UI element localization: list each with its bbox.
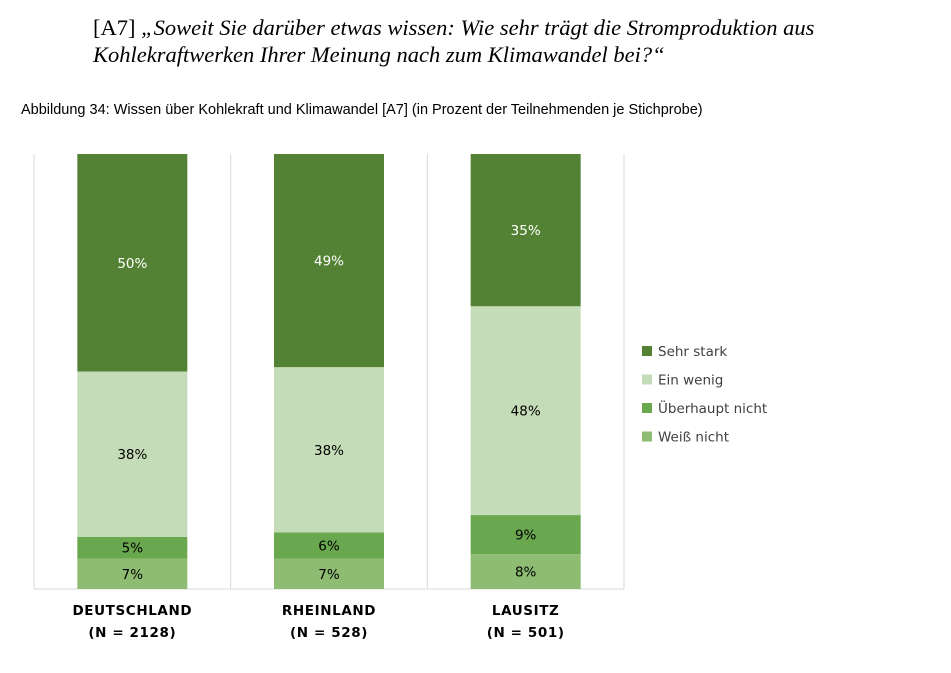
- data-label: 9%: [515, 528, 537, 544]
- question-id: [A7]: [93, 15, 136, 40]
- legend-label: Sehr stark: [658, 344, 727, 360]
- bar-segment: [470, 154, 581, 307]
- data-label: 35%: [511, 223, 541, 239]
- x-tick-label: DEUTSCHLAND: [72, 603, 192, 619]
- figure-caption: Abbildung 34: Wissen über Kohlekraft und…: [21, 102, 703, 118]
- legend-swatch: [642, 431, 652, 442]
- bar-segment: [77, 371, 188, 537]
- x-tick-sample-size: (N = 2128): [88, 625, 176, 641]
- legend-label: Ein wenig: [658, 373, 723, 389]
- legend-swatch: [642, 374, 652, 385]
- data-label: 50%: [117, 256, 147, 272]
- question-body: „Soweit Sie darüber etwas wissen: Wie se…: [93, 15, 815, 67]
- data-label: 7%: [318, 567, 340, 583]
- x-tick-sample-size: (N = 501): [487, 625, 565, 641]
- bar-segment: [77, 536, 188, 559]
- data-label: 5%: [122, 541, 144, 557]
- bar-segment: [274, 558, 384, 589]
- data-label: 38%: [117, 447, 147, 463]
- x-tick-sample-size: (N = 528): [290, 625, 368, 641]
- legend-label: Überhaupt nicht: [658, 399, 767, 417]
- bar-segment: [77, 154, 188, 372]
- bar-segment: [274, 154, 384, 368]
- data-label: 8%: [515, 565, 537, 581]
- bar-segment: [470, 306, 581, 516]
- bar-segment: [470, 554, 581, 589]
- data-label: 7%: [122, 567, 144, 583]
- x-tick-label: RHEINLAND: [282, 603, 376, 619]
- bar-segment: [77, 558, 188, 589]
- data-label: 6%: [318, 539, 340, 555]
- legend-swatch: [642, 346, 652, 356]
- bar-segment: [274, 532, 384, 559]
- bar-segment: [470, 515, 581, 555]
- x-tick-label: LAUSITZ: [492, 603, 560, 619]
- legend-swatch: [642, 403, 652, 413]
- question-text: [A7] „Soweit Sie darüber etwas wissen: W…: [93, 14, 938, 68]
- data-label: 38%: [314, 443, 344, 459]
- data-label: 49%: [314, 254, 344, 270]
- bar-segment: [274, 367, 384, 533]
- data-label: 48%: [511, 404, 541, 420]
- legend-label: Weiß nicht: [658, 430, 729, 446]
